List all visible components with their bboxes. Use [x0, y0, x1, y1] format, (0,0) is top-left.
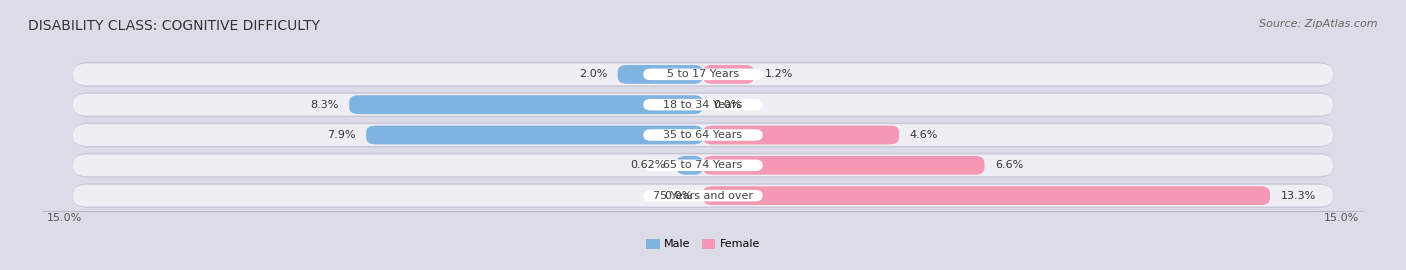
FancyBboxPatch shape	[73, 123, 1333, 147]
FancyBboxPatch shape	[617, 65, 703, 84]
Text: 2.0%: 2.0%	[579, 69, 607, 79]
FancyBboxPatch shape	[73, 92, 1333, 117]
Text: 0.62%: 0.62%	[630, 160, 666, 170]
FancyBboxPatch shape	[676, 156, 703, 175]
Legend: Male, Female: Male, Female	[641, 234, 765, 254]
FancyBboxPatch shape	[73, 153, 1333, 178]
Text: 0.0%: 0.0%	[714, 100, 742, 110]
Text: 0.0%: 0.0%	[664, 191, 692, 201]
FancyBboxPatch shape	[73, 183, 1333, 208]
FancyBboxPatch shape	[73, 63, 1333, 85]
FancyBboxPatch shape	[703, 65, 754, 84]
FancyBboxPatch shape	[644, 190, 762, 201]
FancyBboxPatch shape	[73, 62, 1333, 87]
Text: 6.6%: 6.6%	[995, 160, 1024, 170]
Text: 65 to 74 Years: 65 to 74 Years	[664, 160, 742, 170]
Text: 5 to 17 Years: 5 to 17 Years	[666, 69, 740, 79]
Text: 15.0%: 15.0%	[1324, 213, 1360, 223]
Text: 1.2%: 1.2%	[765, 69, 793, 79]
FancyBboxPatch shape	[703, 126, 898, 144]
Text: 4.6%: 4.6%	[910, 130, 938, 140]
FancyBboxPatch shape	[703, 156, 984, 175]
FancyBboxPatch shape	[366, 126, 703, 144]
Text: 75 Years and over: 75 Years and over	[652, 191, 754, 201]
Text: 7.9%: 7.9%	[328, 130, 356, 140]
FancyBboxPatch shape	[644, 69, 762, 80]
FancyBboxPatch shape	[73, 185, 1333, 207]
Text: 13.3%: 13.3%	[1281, 191, 1316, 201]
FancyBboxPatch shape	[73, 94, 1333, 116]
FancyBboxPatch shape	[703, 186, 1270, 205]
Text: DISABILITY CLASS: COGNITIVE DIFFICULTY: DISABILITY CLASS: COGNITIVE DIFFICULTY	[28, 19, 321, 33]
FancyBboxPatch shape	[644, 160, 762, 171]
Text: Source: ZipAtlas.com: Source: ZipAtlas.com	[1260, 19, 1378, 29]
Text: 35 to 64 Years: 35 to 64 Years	[664, 130, 742, 140]
FancyBboxPatch shape	[349, 95, 703, 114]
FancyBboxPatch shape	[73, 154, 1333, 176]
FancyBboxPatch shape	[73, 124, 1333, 146]
Text: 8.3%: 8.3%	[311, 100, 339, 110]
FancyBboxPatch shape	[644, 99, 762, 110]
Text: 18 to 34 Years: 18 to 34 Years	[664, 100, 742, 110]
FancyBboxPatch shape	[644, 129, 762, 141]
Text: 15.0%: 15.0%	[46, 213, 82, 223]
